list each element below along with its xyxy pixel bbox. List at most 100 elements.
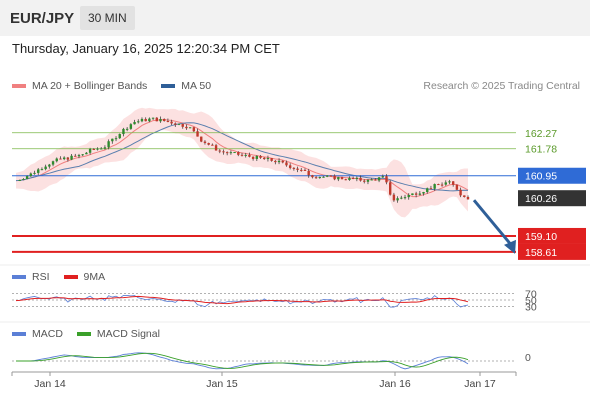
candle-body [337, 177, 340, 180]
candle-body [451, 181, 455, 185]
candle-body [66, 157, 70, 160]
candle-body [270, 158, 273, 161]
candle-body [129, 124, 133, 129]
candle-body [133, 121, 136, 125]
candle-body [366, 179, 370, 182]
candle-body [107, 141, 110, 148]
legend-item-ma20: MA 20 + Bollinger Bands [12, 80, 147, 92]
candle-body [155, 117, 158, 122]
candle-body [40, 169, 44, 171]
candle-body [92, 149, 96, 151]
candle-body [70, 155, 73, 160]
candle-body [348, 177, 351, 181]
candle-body [318, 177, 322, 179]
legend-item-9ma: 9MA [63, 271, 105, 283]
candle-body [29, 173, 33, 177]
candle-body [396, 198, 399, 201]
candle-body [114, 138, 118, 140]
candle-body [437, 184, 440, 186]
candle-body [288, 165, 292, 168]
level-label-0: 162.27 [525, 128, 557, 140]
legend-item-macd-signal: MACD Signal [76, 328, 160, 340]
legend-item-macd: MACD [12, 328, 63, 340]
legend-swatch-ma50 [161, 84, 176, 88]
research-credit: Research © 2025 Trading Central [423, 80, 580, 92]
candle-body [455, 184, 459, 190]
candle-body [411, 193, 414, 196]
x-tick-label-1: Jan 15 [206, 378, 238, 390]
candle-body [251, 156, 255, 159]
legend-label-ma50: MA 50 [181, 80, 212, 92]
candle-body [259, 155, 262, 158]
legend-label-macd-signal: MACD Signal [96, 328, 160, 340]
candle-body [422, 192, 425, 194]
candle-body [333, 175, 336, 180]
candle-body [62, 157, 66, 160]
legend-item-ma50: MA 50 [161, 80, 211, 92]
candle-body [96, 148, 99, 150]
candle-body [418, 193, 422, 195]
main-legend: MA 20 + Bollinger Bands MA 50 [12, 80, 225, 92]
candle-body [244, 154, 247, 156]
candle-body [266, 158, 270, 160]
candle-body [33, 172, 36, 174]
candle-body [200, 136, 203, 142]
candle-body [111, 138, 114, 142]
rsi-level-label-30: 30 [525, 301, 537, 313]
candle-body [351, 177, 355, 179]
level-tag-3 [518, 190, 586, 207]
candle-body [81, 154, 84, 156]
candle-body [100, 148, 103, 150]
candle-body [248, 154, 251, 157]
candle-body [207, 142, 210, 145]
level-label-3: 160.26 [525, 193, 557, 205]
rsi-legend: RSI 9MA [12, 271, 119, 283]
candle-body [192, 127, 196, 132]
candle-body [18, 180, 21, 181]
legend-swatch-macd-signal [76, 332, 91, 336]
candle-body [140, 118, 144, 122]
candle-body [407, 195, 410, 198]
candle-body [59, 158, 62, 160]
candle-body [211, 144, 214, 146]
candle-body [148, 118, 151, 122]
candle-body [444, 182, 447, 185]
legend-label-ma20: MA 20 + Bollinger Bands [32, 80, 148, 92]
candle-body [77, 155, 81, 157]
legend-swatch-rsi [12, 275, 26, 279]
bollinger-band [16, 107, 468, 218]
candle-body [400, 197, 403, 199]
candle-body [51, 161, 55, 165]
ma50-line [15, 122, 469, 192]
candle-body [240, 154, 244, 156]
timeframe-badge[interactable]: 30 MIN [80, 6, 135, 30]
candle-body [25, 176, 29, 180]
candle-body [381, 176, 384, 178]
macd-line [16, 352, 469, 370]
legend-item-rsi: RSI [12, 271, 50, 283]
candle-body [385, 176, 388, 183]
candle-body [414, 193, 418, 195]
macd-legend: MACD MACD Signal [12, 328, 174, 340]
candle-body [88, 149, 92, 153]
level-label-5: 158.61 [525, 247, 557, 259]
candle-body [144, 118, 147, 122]
candle-body [166, 120, 170, 122]
rsi-level-label-70: 70 [525, 289, 537, 301]
x-tick-label-0: Jan 14 [34, 378, 66, 390]
candle-body [314, 177, 318, 179]
candle-body [159, 119, 162, 122]
candle-body [225, 152, 229, 154]
candle-body [377, 177, 381, 181]
x-tick-label-3: Jan 17 [464, 378, 496, 390]
candle-body [448, 181, 451, 183]
candle-body [170, 121, 173, 124]
candle-body [177, 123, 181, 125]
candle-body [229, 152, 233, 154]
legend-swatch-9ma [63, 275, 78, 279]
candle-body [181, 123, 184, 127]
candle-body [151, 117, 155, 119]
candle-body [174, 123, 177, 125]
level-label-2: 160.95 [525, 171, 557, 183]
